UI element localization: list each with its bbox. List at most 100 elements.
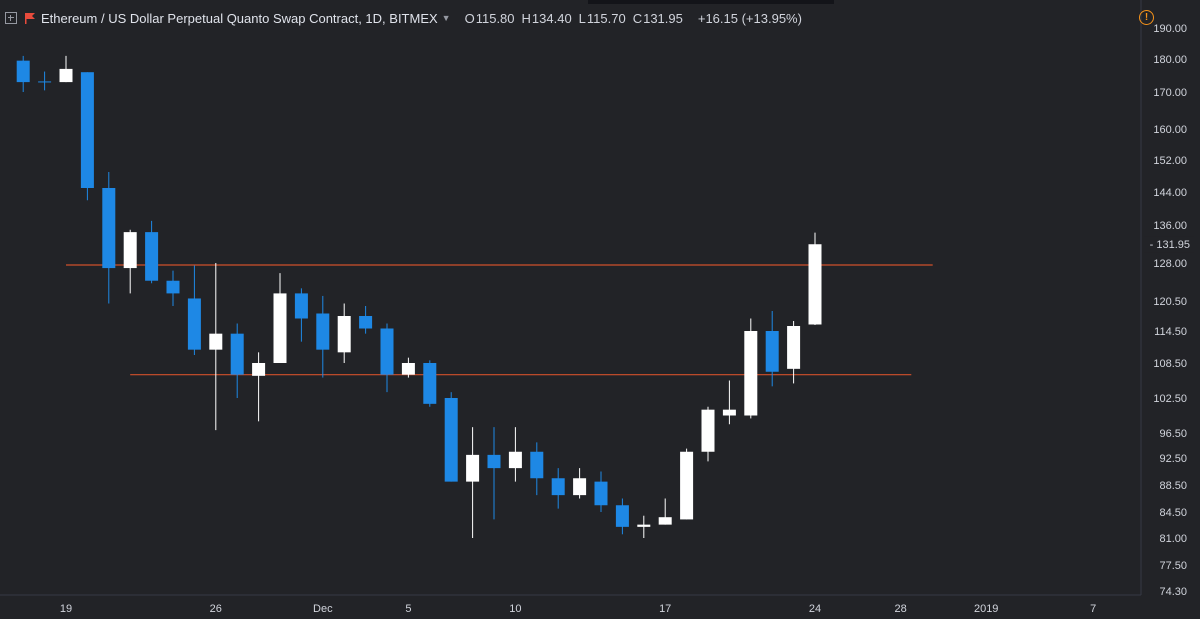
time-tick-label: 17	[659, 603, 671, 615]
candle-body	[209, 333, 223, 350]
candle	[658, 498, 672, 525]
price-tick-label: 77.50	[1159, 560, 1187, 572]
ohlc-open-value: 115.80	[475, 10, 515, 26]
candle-body	[530, 451, 544, 479]
price-tick-label: 128.00	[1153, 258, 1187, 270]
candle	[722, 380, 736, 425]
candle-body	[102, 188, 116, 269]
candle-body	[145, 232, 159, 281]
ohlc-close-value: 131.95	[643, 10, 683, 26]
candle	[401, 357, 415, 378]
svg-text:- 131.95: - 131.95	[1150, 239, 1190, 251]
ohlc-open: O115.80	[464, 10, 515, 26]
price-tick-label: 84.50	[1159, 507, 1187, 519]
candle	[209, 263, 223, 431]
time-tick-label: 26	[210, 603, 222, 615]
candle	[80, 72, 94, 201]
symbol-title[interactable]: Ethereum / US Dollar Perpetual Quanto Sw…	[41, 10, 438, 26]
candle-body	[444, 398, 458, 482]
candle-body	[401, 363, 415, 375]
candle	[59, 55, 73, 83]
candle-body	[359, 316, 373, 329]
time-tick-label: 7	[1090, 603, 1096, 615]
candle	[466, 427, 480, 538]
top-strip	[588, 0, 834, 4]
ohlc-high: H134.40	[521, 10, 572, 26]
candle-body	[615, 505, 629, 527]
expand-icon[interactable]	[5, 12, 17, 24]
price-tick-label: 96.50	[1159, 428, 1187, 440]
price-tick-label: 114.50	[1154, 326, 1187, 338]
candle-body	[59, 68, 73, 83]
chevron-down-icon[interactable]: ▼	[441, 13, 451, 23]
candle-body	[294, 293, 308, 319]
candle	[787, 321, 801, 384]
candle	[230, 323, 244, 398]
chart-header: Ethereum / US Dollar Perpetual Quanto Sw…	[0, 0, 1140, 36]
price-tick-label: 160.00	[1153, 124, 1187, 136]
price-tick-label: 102.50	[1153, 393, 1187, 405]
candle-body	[466, 454, 480, 482]
candle-body	[166, 280, 180, 294]
candle-body	[680, 451, 694, 520]
candle	[380, 323, 394, 393]
candle-body	[487, 454, 501, 469]
time-tick-label: 28	[894, 603, 906, 615]
candle	[530, 442, 544, 496]
candle	[102, 172, 116, 304]
candle	[594, 471, 608, 512]
time-tick-label: 19	[60, 603, 72, 615]
candle-body	[337, 316, 351, 353]
candle	[680, 448, 694, 520]
candle	[166, 270, 180, 306]
price-tick-label: 120.50	[1153, 296, 1187, 308]
candle	[615, 498, 629, 535]
price-tick-label: 144.00	[1153, 187, 1187, 199]
time-tick-label: 5	[405, 603, 411, 615]
candle	[573, 468, 587, 499]
candle-body	[508, 451, 522, 469]
price-tick-label: 190.00	[1153, 23, 1187, 35]
alert-icon[interactable]: !	[1139, 10, 1154, 25]
ohlc-low-value: 115.70	[586, 10, 626, 26]
last-price-label: - 131.95	[1144, 236, 1194, 253]
candle-body	[38, 81, 52, 83]
time-axis[interactable]: 19 26 Dec 5 10 17 24 28 2019 7	[0, 594, 1141, 615]
candle	[765, 311, 779, 387]
price-change: +16.15 (+13.95%)	[697, 10, 802, 26]
candle	[487, 427, 501, 520]
candle	[316, 295, 330, 378]
candle	[337, 303, 351, 363]
candle	[637, 515, 651, 538]
candle-body	[423, 363, 437, 404]
price-axis[interactable]: 190.00 180.00 170.00 160.00 152.00 144.00 136.…	[1140, 0, 1194, 598]
price-tick-label: 74.30	[1159, 586, 1187, 598]
candle-body	[658, 517, 672, 525]
candle-body	[637, 524, 651, 527]
candle	[508, 427, 522, 482]
candle	[359, 306, 373, 334]
candles	[16, 55, 822, 538]
candle-body	[551, 478, 565, 496]
candle	[423, 360, 437, 407]
price-tick-label: 81.00	[1159, 533, 1187, 545]
price-tick-label: 108.50	[1153, 358, 1187, 370]
price-tick-label: 92.50	[1159, 453, 1187, 465]
candle-body	[316, 313, 330, 350]
candle-body	[80, 72, 94, 188]
candle-body	[765, 331, 779, 372]
ohlc-close: C131.95	[632, 10, 683, 26]
candle	[701, 406, 715, 462]
candle-body	[380, 328, 394, 375]
price-tick-label: 88.50	[1159, 480, 1187, 492]
candle-body	[16, 60, 30, 83]
candle	[252, 352, 266, 422]
price-tick-label: 152.00	[1153, 155, 1187, 167]
time-tick-label: 2019	[974, 603, 998, 615]
candle-body	[722, 409, 736, 416]
candle	[145, 220, 159, 284]
candle	[16, 55, 30, 92]
price-tick-label: 136.00	[1153, 220, 1187, 232]
candle	[273, 273, 287, 363]
